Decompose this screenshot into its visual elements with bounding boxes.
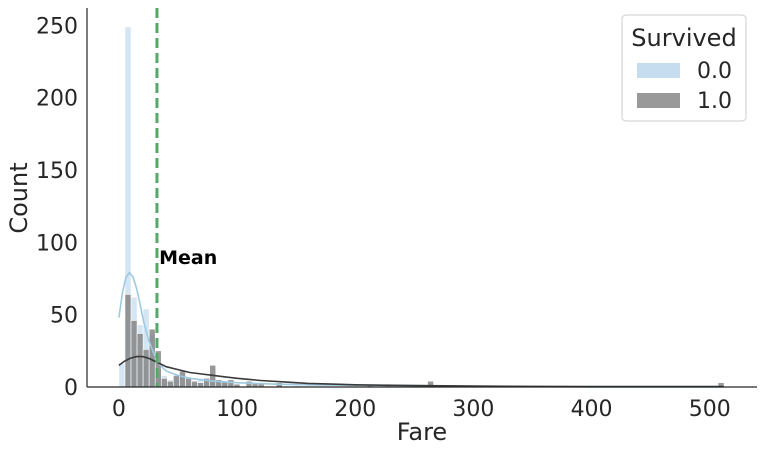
y-tick-label: 50 bbox=[50, 304, 78, 329]
mean-annotation: Mean bbox=[159, 247, 217, 269]
histogram-bar bbox=[118, 363, 126, 388]
y-tick-label: 0 bbox=[64, 376, 78, 401]
series-survived-1-bars bbox=[124, 294, 725, 388]
histogram-bar bbox=[179, 370, 186, 388]
y-tick-label: 100 bbox=[36, 231, 78, 256]
legend-swatch-survived-1 bbox=[637, 93, 680, 108]
x-tick-label: 100 bbox=[216, 397, 258, 422]
y-tick-label: 250 bbox=[36, 14, 78, 39]
series-survived-1-kde-line bbox=[118, 355, 724, 388]
x-axis-ticks: 0 100 200 300 400 500 bbox=[112, 397, 731, 422]
histogram-bar bbox=[124, 294, 132, 388]
y-tick-label: 150 bbox=[36, 159, 78, 184]
legend-label-survived-1: 1.0 bbox=[697, 89, 732, 114]
histogram-bar bbox=[173, 375, 180, 388]
series-survived-0-bars bbox=[118, 26, 434, 388]
legend: Survived 0.0 1.0 bbox=[621, 14, 747, 122]
histogram-bar bbox=[197, 382, 204, 388]
histogram-bar bbox=[130, 320, 138, 388]
histogram-bar bbox=[142, 349, 150, 388]
x-tick-label: 500 bbox=[689, 397, 731, 422]
legend-title: Survived bbox=[631, 24, 736, 52]
histogram-bar bbox=[160, 378, 168, 388]
y-tick-label: 200 bbox=[36, 87, 78, 112]
x-tick-label: 0 bbox=[112, 397, 126, 422]
x-tick-label: 200 bbox=[334, 397, 376, 422]
histogram-bar bbox=[167, 380, 174, 388]
histogram-bar bbox=[227, 379, 235, 388]
histogram-bar bbox=[245, 380, 253, 388]
histogram-bar bbox=[136, 333, 144, 388]
y-axis-ticks: 0 50 100 150 200 250 bbox=[36, 14, 78, 401]
legend-label-survived-0: 0.0 bbox=[697, 59, 732, 84]
x-tick-label: 300 bbox=[452, 397, 494, 422]
histogram-bar bbox=[191, 380, 198, 388]
y-axis-title: Count bbox=[5, 162, 33, 233]
histogram-bar bbox=[185, 378, 192, 388]
x-axis-title: Fare bbox=[397, 418, 447, 446]
x-tick-label: 400 bbox=[571, 397, 613, 422]
legend-swatch-survived-0 bbox=[637, 63, 680, 78]
